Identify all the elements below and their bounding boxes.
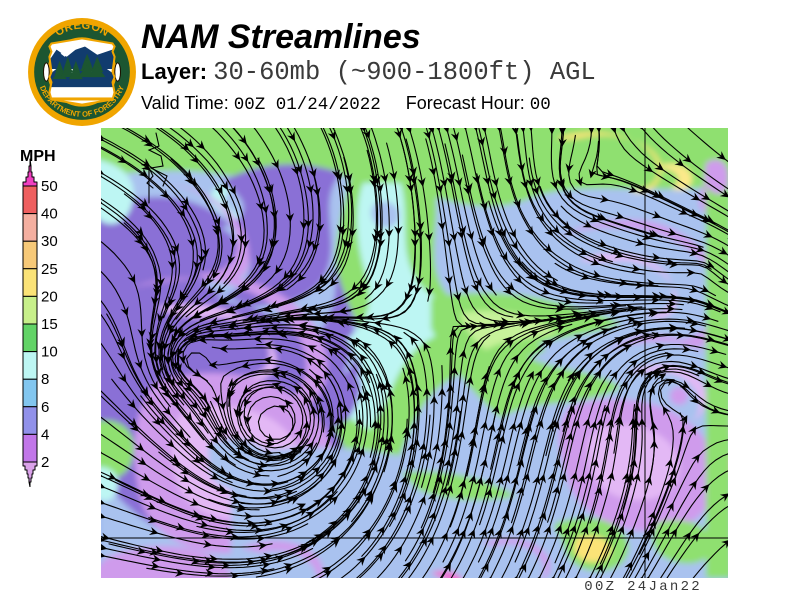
svg-text:4: 4 [41,426,49,443]
svg-text:2: 2 [41,454,49,471]
svg-text:40: 40 [41,206,58,223]
svg-text:50: 50 [41,178,58,195]
svg-text:10: 10 [41,344,58,361]
svg-text:6: 6 [41,399,49,416]
svg-text:20: 20 [41,288,58,305]
svg-text:MPH: MPH [20,148,56,165]
svg-text:15: 15 [41,316,58,333]
svg-text:8: 8 [41,371,49,388]
svg-text:30: 30 [41,233,58,250]
svg-text:25: 25 [41,261,58,278]
